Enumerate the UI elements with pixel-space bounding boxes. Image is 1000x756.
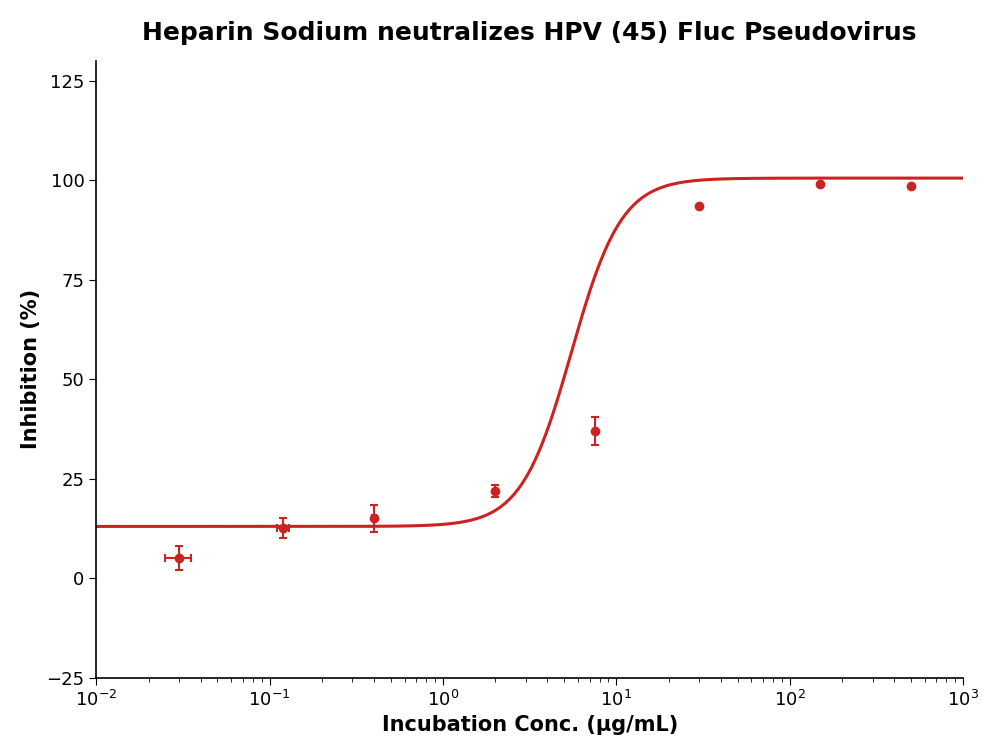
Y-axis label: Inhibition (%): Inhibition (%) — [21, 289, 41, 449]
Title: Heparin Sodium neutralizes HPV (45) Fluc Pseudovirus: Heparin Sodium neutralizes HPV (45) Fluc… — [142, 21, 917, 45]
X-axis label: Incubation Conc. (μg/mL): Incubation Conc. (μg/mL) — [382, 715, 678, 735]
